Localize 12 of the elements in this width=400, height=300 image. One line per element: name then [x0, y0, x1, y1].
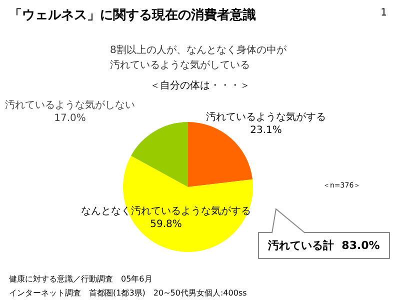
chart-subtitle: 8割以上の人が、なんとなく身体の中が汚れているような気がしている	[110, 44, 288, 71]
text: ＜自分の体は・・・＞	[150, 80, 250, 92]
text: 汚れている計 83.0%	[267, 239, 380, 252]
chart-title: 「ウェルネス」に関する現在の消費者意識	[9, 7, 256, 23]
slice-label: 汚れているような気がしない	[5, 99, 135, 111]
text: インターネット調査 首都圏(1都3県) 20~50代男女個人:400ss	[9, 288, 247, 298]
text: 健康に対する意識／行動調査 05年6月	[9, 274, 152, 284]
slice-label: 汚れているような気がする	[206, 111, 326, 123]
text: 1	[380, 8, 388, 18]
data-label: 59.8%	[150, 219, 182, 230]
data-label: 17.0%	[54, 113, 86, 124]
data-label: 23.1%	[250, 125, 282, 136]
